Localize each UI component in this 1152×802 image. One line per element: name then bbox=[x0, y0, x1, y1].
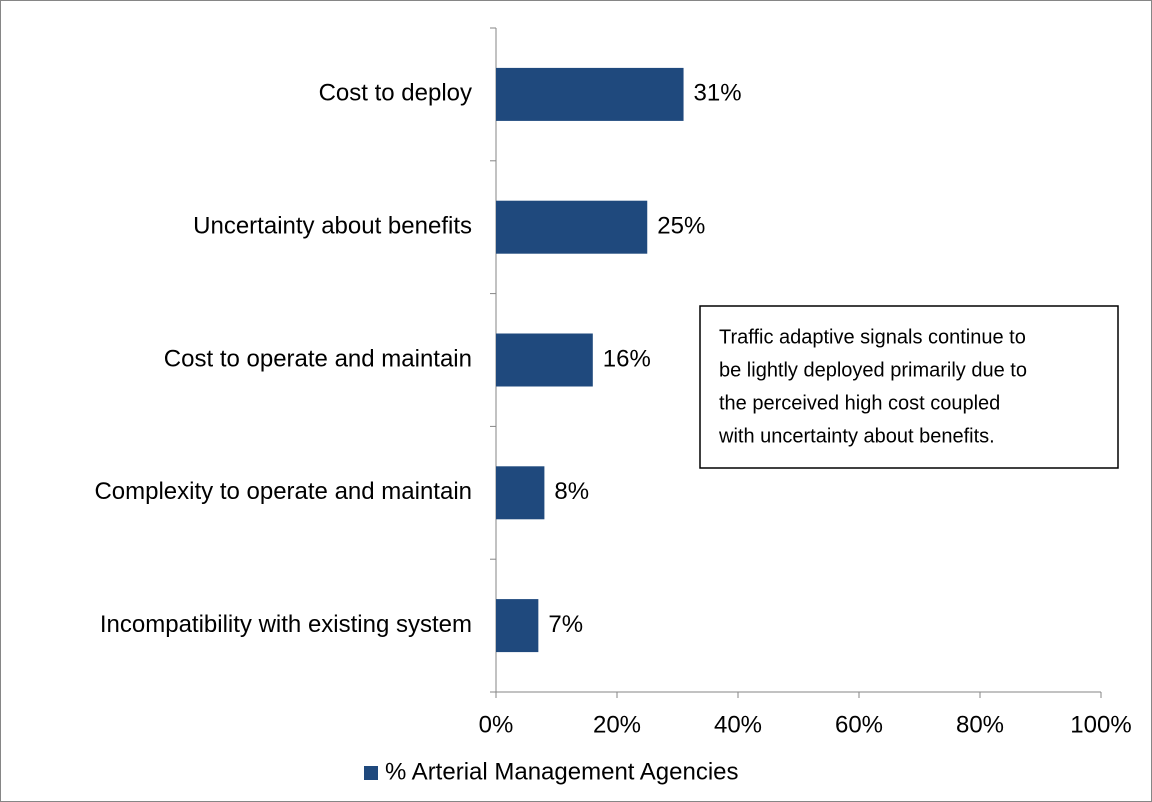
bar bbox=[496, 333, 593, 387]
annotation-line: Traffic adaptive signals continue to bbox=[719, 326, 1026, 348]
annotation-line: with uncertainty about benefits. bbox=[718, 425, 995, 447]
annotation-line: the perceived high cost coupled bbox=[719, 392, 1000, 414]
annotation-box bbox=[699, 305, 1119, 469]
legend-swatch bbox=[364, 766, 378, 780]
x-tick-label: 20% bbox=[593, 711, 641, 738]
bar bbox=[496, 67, 684, 121]
x-tick-label: 60% bbox=[835, 711, 883, 738]
data-label: 16% bbox=[603, 345, 651, 372]
y-tick-label: Cost to operate and maintain bbox=[164, 345, 472, 372]
annotation-line: be lightly deployed primarily due to bbox=[719, 359, 1027, 381]
data-label: 25% bbox=[657, 213, 705, 240]
x-tick-label: 40% bbox=[714, 711, 762, 738]
y-tick-label: Cost to deploy bbox=[319, 80, 472, 107]
x-tick-label: 0% bbox=[479, 711, 514, 738]
bar bbox=[496, 466, 545, 520]
bar bbox=[496, 200, 648, 254]
y-tick-label: Complexity to operate and maintain bbox=[94, 478, 472, 505]
data-label: 7% bbox=[548, 611, 583, 638]
data-label: 8% bbox=[554, 478, 589, 505]
bar bbox=[496, 599, 539, 653]
x-tick-label: 100% bbox=[1070, 711, 1131, 738]
legend-label: % Arterial Management Agencies bbox=[385, 758, 739, 785]
x-tick-label: 80% bbox=[956, 711, 1004, 738]
y-tick-label: Incompatibility with existing system bbox=[100, 611, 472, 638]
data-label: 31% bbox=[694, 80, 742, 107]
y-tick-label: Uncertainty about benefits bbox=[193, 213, 472, 240]
